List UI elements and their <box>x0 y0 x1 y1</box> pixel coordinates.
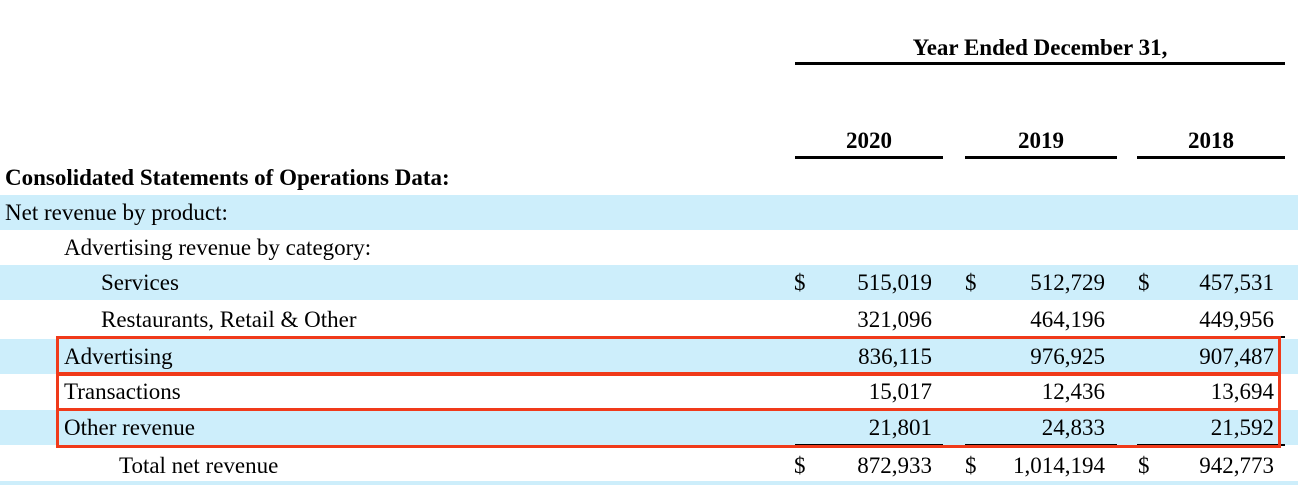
other-revenue-2020-value: 21,801 <box>868 415 932 440</box>
year-2020-rule <box>795 156 943 159</box>
total-2018-value: 942,773 <box>1199 453 1274 478</box>
restaurants-2018-value: 449,956 <box>1199 307 1274 332</box>
year-2019-header: 2019 <box>1018 128 1064 153</box>
year-2018-header: 2018 <box>1188 128 1234 153</box>
advertising-2020-value: 836,115 <box>858 344 932 369</box>
year-2020-header: 2020 <box>846 128 892 153</box>
services-2018-currency: $ <box>1138 270 1150 295</box>
other-revenue-row: Other revenue 21,801 24,833 21,592 <box>0 410 1298 445</box>
transactions-2018-value: 13,694 <box>1210 379 1274 404</box>
services-2019-value: 512,729 <box>1030 270 1105 295</box>
transactions-label: Transactions <box>64 379 181 404</box>
adv-category-label: Advertising revenue by category: <box>64 235 372 260</box>
advertising-2018-value: 907,487 <box>1199 344 1274 369</box>
section-title-row: Consolidated Statements of Operations Da… <box>0 160 1298 195</box>
restaurants-label: Restaurants, Retail & Other <box>101 307 357 332</box>
transactions-highlight-box <box>56 372 1281 411</box>
net-revenue-label: Net revenue by product: <box>5 200 228 225</box>
advertising-highlight-box <box>56 336 1281 376</box>
total-2020-currency: $ <box>794 453 806 478</box>
services-2019-currency: $ <box>965 270 977 295</box>
other-revenue-2018-value: 21,592 <box>1210 415 1274 440</box>
services-2018-value: 457,531 <box>1199 270 1274 295</box>
total-row: Total net revenue $ 872,933 $ 1,014,194 … <box>0 448 1298 483</box>
total-2019-value: 1,014,194 <box>1013 453 1105 478</box>
advertising-label: Advertising <box>64 344 173 369</box>
advertising-2019-value: 976,925 <box>1030 344 1105 369</box>
other-revenue-label: Other revenue <box>64 415 195 440</box>
services-2020-value: 515,019 <box>857 270 932 295</box>
other-revenue-2019-value: 24,833 <box>1041 415 1105 440</box>
transactions-2019-value: 12,436 <box>1041 379 1105 404</box>
year-2018-rule <box>1137 156 1285 159</box>
bottom-band <box>0 481 1298 485</box>
advertising-row: Advertising 836,115 976,925 907,487 <box>0 339 1298 374</box>
total-label: Total net revenue <box>119 453 279 478</box>
total-2019-currency: $ <box>965 453 977 478</box>
year-2019-rule <box>965 156 1117 159</box>
services-2020-currency: $ <box>794 270 806 295</box>
restaurants-2019-value: 464,196 <box>1030 307 1105 332</box>
period-header-rule <box>795 62 1285 65</box>
other-revenue-highlight-box <box>56 408 1281 448</box>
total-2018-currency: $ <box>1138 453 1150 478</box>
adv-category-row: Advertising revenue by category: <box>0 230 1298 265</box>
services-label: Services <box>101 270 179 295</box>
period-header: Year Ended December 31, <box>912 35 1168 60</box>
restaurants-2020-value: 321,096 <box>857 307 932 332</box>
net-revenue-row: Net revenue by product: <box>0 195 1298 230</box>
total-2020-value: 872,933 <box>857 453 932 478</box>
section-title: Consolidated Statements of Operations Da… <box>5 165 450 190</box>
transactions-row: Transactions 15,017 12,436 13,694 <box>0 374 1298 409</box>
transactions-2020-value: 15,017 <box>868 379 932 404</box>
restaurants-row: Restaurants, Retail & Other 321,096 464,… <box>0 302 1298 337</box>
services-row: Services $ 515,019 $ 512,729 $ 457,531 <box>0 265 1298 300</box>
